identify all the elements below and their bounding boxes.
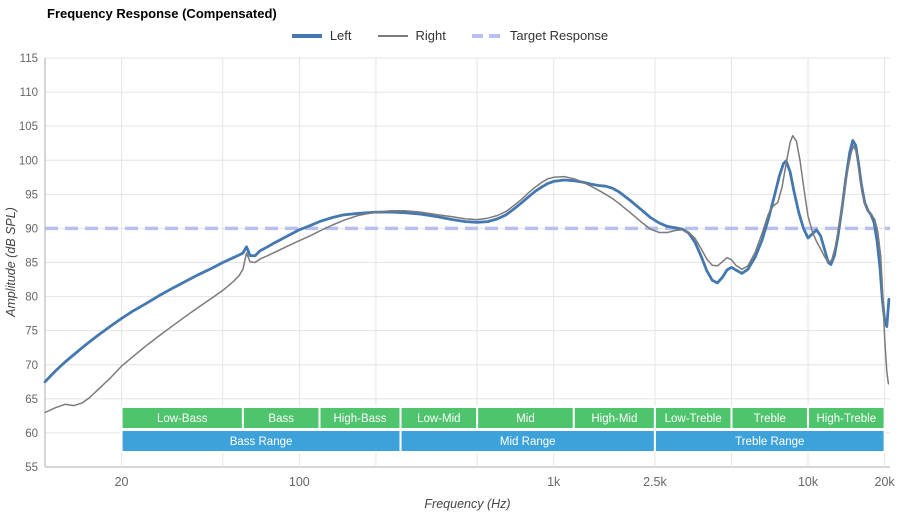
range-band-label: Bass Range xyxy=(230,436,293,448)
legend-item-left: Left xyxy=(291,28,352,43)
y-tick-label: 75 xyxy=(25,326,38,338)
sub-band-label: Low-Treble xyxy=(665,413,722,425)
legend-label: Target Response xyxy=(509,28,609,43)
sub-band-label: Low-Mid xyxy=(417,413,460,425)
sub-band-label: Mid xyxy=(516,413,535,425)
legend-label: Left xyxy=(329,28,352,43)
y-tick-label: 105 xyxy=(19,121,38,133)
target-line-swatch-icon xyxy=(471,33,502,38)
left-curve xyxy=(43,139,891,384)
sub-band-label: Low-Bass xyxy=(157,413,208,425)
x-tick-label: 1k xyxy=(547,475,561,489)
right-curve xyxy=(44,134,890,414)
y-tick-label: 60 xyxy=(25,428,38,440)
y-tick-label: 55 xyxy=(25,462,38,474)
left-line-swatch-icon xyxy=(291,33,322,38)
range-band-label: Treble Range xyxy=(735,436,804,448)
x-tick-label: 100 xyxy=(289,475,310,489)
y-tick-label: 95 xyxy=(25,189,38,201)
x-tick-label: 2.5k xyxy=(643,475,667,489)
y-tick-label: 110 xyxy=(20,87,38,99)
x-tick-label: 20k xyxy=(875,475,896,489)
x-tick-label: 20 xyxy=(115,475,129,489)
legend-item-right: Right xyxy=(377,28,446,43)
y-tick-label: 90 xyxy=(25,223,38,235)
y-tick-label: 70 xyxy=(25,360,38,372)
sub-band-label: Bass xyxy=(268,413,294,425)
legend-item-target: Target Response xyxy=(471,28,609,43)
y-tick-label: 65 xyxy=(25,394,38,406)
sub-band-label: High-Bass xyxy=(333,413,386,425)
x-axis-title: Frequency (Hz) xyxy=(424,497,511,511)
sub-band-label: High-Mid xyxy=(591,413,637,425)
y-tick-label: 115 xyxy=(20,53,38,65)
legend: Left Right Target Response xyxy=(0,28,900,43)
range-band-label: Mid Range xyxy=(500,436,556,448)
y-tick-label: 80 xyxy=(25,292,38,304)
y-tick-label: 100 xyxy=(19,155,38,167)
y-tick-label: 85 xyxy=(25,258,38,270)
right-line-swatch-icon xyxy=(377,34,408,37)
sub-band-label: High-Treble xyxy=(816,413,876,425)
sub-band-label: Treble xyxy=(754,413,786,425)
page-title: Frequency Response (Compensated) xyxy=(47,6,277,21)
legend-label: Right xyxy=(415,28,446,43)
x-tick-label: 10k xyxy=(798,475,819,489)
range-band-box xyxy=(653,429,886,453)
